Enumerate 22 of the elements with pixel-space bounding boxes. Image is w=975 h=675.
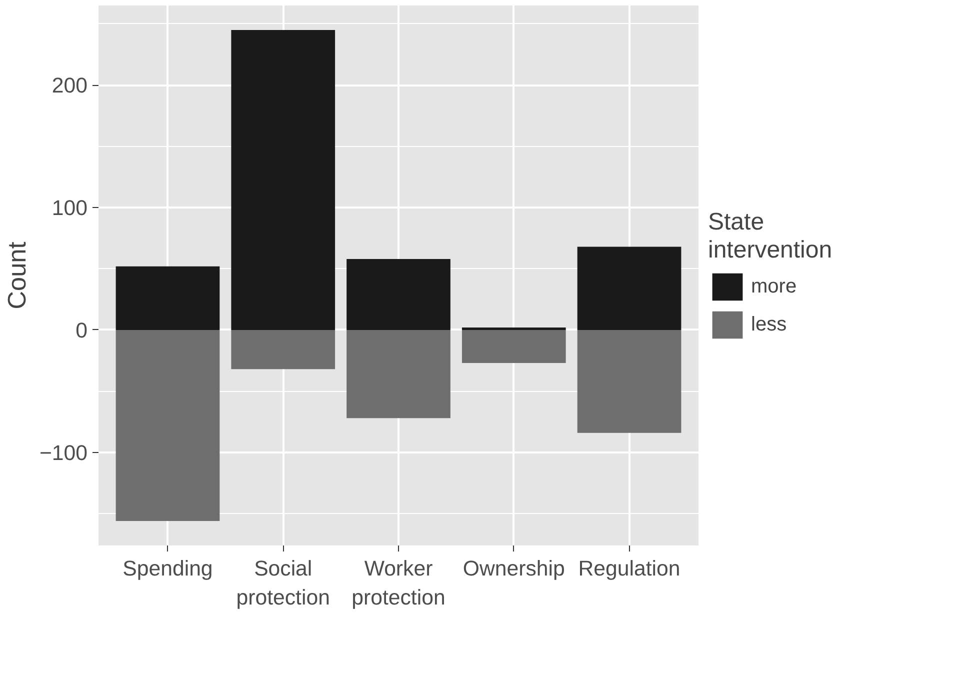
x-tick-label: Worker protection [352,556,446,610]
x-tick-label: Social protection [236,556,330,610]
bar [346,330,450,418]
bar [462,330,566,364]
bar [346,258,450,330]
y-tick-label: 0 [76,318,88,342]
y-tick-label: 200 [52,74,88,98]
x-tick-label: Regulation [578,556,680,580]
y-tick-label: 100 [52,196,88,220]
x-tick-label: Ownership [462,556,565,580]
y-tick-label: −100 [39,440,88,465]
bar [577,330,682,433]
bar [231,330,336,370]
legend-label: more [751,275,797,298]
bar [577,246,682,330]
legend-label: less [751,313,787,336]
bar [116,330,220,522]
x-tick-label: Spending [122,556,213,580]
bar [231,30,336,330]
legend-title: State intervention [708,208,832,264]
bar [116,266,220,330]
y-axis-title: Count [3,242,32,310]
